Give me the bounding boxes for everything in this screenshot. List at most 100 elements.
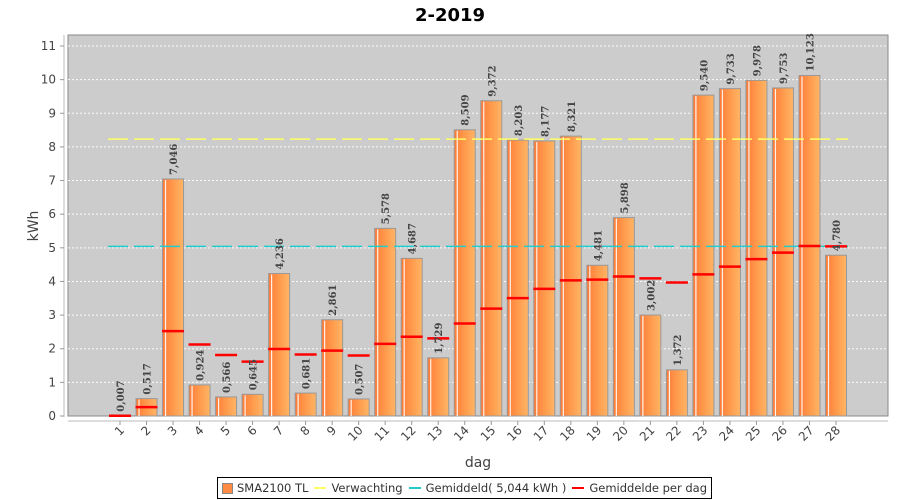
y-tick-label: 3: [48, 308, 56, 322]
bar: [745, 79, 768, 417]
gridlines: [68, 45, 888, 383]
y-tick-label: 2: [48, 342, 56, 356]
y-tick-label: 4: [48, 274, 56, 288]
y-tick-label: 10: [41, 73, 56, 87]
bar: [374, 227, 397, 417]
bar-value-label: 0,517: [143, 363, 154, 394]
bar: [427, 357, 450, 417]
bar: [639, 314, 662, 417]
x-tick-label: 5: [218, 423, 233, 438]
x-tick-label: 15: [478, 423, 499, 444]
legend-swatch: [572, 487, 585, 489]
bar-value-label: 9,753: [779, 53, 790, 84]
bar-value-label: 2,861: [328, 284, 339, 315]
bar: [241, 393, 264, 417]
bar: [215, 396, 238, 417]
bar: [294, 392, 317, 417]
bar-value-label: 3,002: [646, 280, 657, 311]
bar: [321, 319, 344, 417]
bar: [347, 398, 370, 417]
y-tick-label: 5: [48, 241, 56, 255]
x-tick-label: 3: [165, 423, 180, 438]
x-tick-label: 25: [743, 423, 764, 444]
bar: [268, 273, 291, 417]
legend-swatch: [314, 487, 327, 489]
y-tick-label: 6: [48, 207, 56, 221]
legend-label: Gemiddelde per dag: [589, 481, 708, 495]
x-tick-label: 7: [271, 423, 286, 438]
legend-item-production: SMA2100 TL: [222, 481, 308, 495]
x-tick-label: 12: [398, 423, 419, 444]
x-tick-label: 11: [372, 423, 393, 444]
x-tick-label: 14: [451, 423, 472, 444]
bar-value-label: 4,687: [408, 223, 419, 254]
bar-value-label: 8,509: [461, 94, 472, 125]
x-axis-title: dag: [465, 455, 491, 471]
bar-value-label: 0,681: [302, 358, 313, 389]
x-tick-label: 4: [191, 423, 206, 438]
x-tick-label: 27: [796, 423, 817, 444]
bar: [612, 217, 635, 417]
legend-item-daily-average: Gemiddelde per dag: [572, 481, 707, 495]
bar-value-label: 8,177: [540, 106, 551, 137]
bar-value-label: 9,540: [699, 60, 710, 91]
bar: [718, 88, 741, 417]
x-tick-label: 16: [504, 423, 525, 444]
bar-value-label: 8,321: [567, 101, 578, 132]
bar-value-label: 0,924: [196, 350, 207, 381]
bar-value-label: 1,372: [673, 334, 684, 365]
bar: [825, 254, 847, 417]
legend-item-expected: Verwachting: [314, 481, 403, 495]
y-axis-ticks: 0 1 2 3 4 5 6 7 8 9 10 11: [41, 39, 64, 423]
bar-series: [135, 74, 847, 417]
x-axis-ticks: 1 2 3 4 5 6 7 8 9 10 11 12 13 14 15 16 17 18 19 20 21 22 23 24 2…: [112, 421, 843, 444]
x-tick-label: 6: [244, 423, 259, 438]
bar-value-label: 9,978: [752, 45, 763, 76]
bar: [533, 140, 556, 417]
x-tick-label: 9: [324, 423, 339, 438]
x-tick-label: 24: [716, 423, 737, 444]
bar-value-label: 9,372: [487, 65, 498, 96]
daily-average-markers: [109, 244, 847, 418]
y-tick-label: 1: [48, 375, 56, 389]
bar-value-label: 0,566: [222, 362, 233, 393]
x-tick-label: 28: [822, 423, 843, 444]
y-tick-label: 0: [48, 409, 56, 423]
bar: [480, 100, 503, 417]
y-tick-label: 9: [48, 106, 56, 120]
x-tick-label: 18: [557, 423, 578, 444]
y-axis-title: kWh: [26, 211, 42, 242]
chart-title: 2-2019: [415, 5, 485, 26]
x-tick-label: 2: [138, 423, 153, 438]
bar-value-label: 4,780: [832, 220, 843, 251]
y-tick-label: 11: [41, 39, 56, 53]
bar: [506, 139, 529, 417]
legend-swatch: [408, 487, 421, 489]
legend: SMA2100 TL Verwachting Gemiddeld( 5,044 …: [217, 477, 713, 499]
x-tick-label: 8: [297, 423, 312, 438]
x-tick-label: 23: [690, 423, 711, 444]
bar-value-label: 4,481: [593, 230, 604, 261]
bar: [692, 94, 715, 417]
x-tick-label: 22: [663, 423, 684, 444]
value-labels: 0,007 0,517 7,046 0,924 0,566 0,645 4,236 0,681…: [116, 33, 843, 412]
reference-lines: [108, 138, 848, 248]
bar-value-label: 4,236: [275, 238, 286, 269]
x-tick-label: 10: [345, 423, 366, 444]
bar: [586, 264, 609, 417]
y-tick-label: 7: [48, 174, 56, 188]
bar: [559, 135, 582, 417]
bar: [162, 178, 185, 417]
bar-value-label: 5,578: [381, 193, 392, 224]
legend-item-average: Gemiddeld( 5,044 kWh ): [408, 481, 567, 495]
x-tick-label: 21: [637, 423, 658, 444]
bar: [188, 384, 211, 417]
x-tick-label: 17: [531, 423, 552, 444]
bar: [453, 129, 476, 417]
bar-value-label: 9,733: [726, 53, 737, 84]
x-tick-label: 19: [584, 423, 605, 444]
bar-value-label: 0,645: [249, 359, 260, 390]
legend-label: Gemiddeld( 5,044 kWh ): [425, 481, 567, 495]
legend-label: Verwachting: [331, 481, 403, 495]
